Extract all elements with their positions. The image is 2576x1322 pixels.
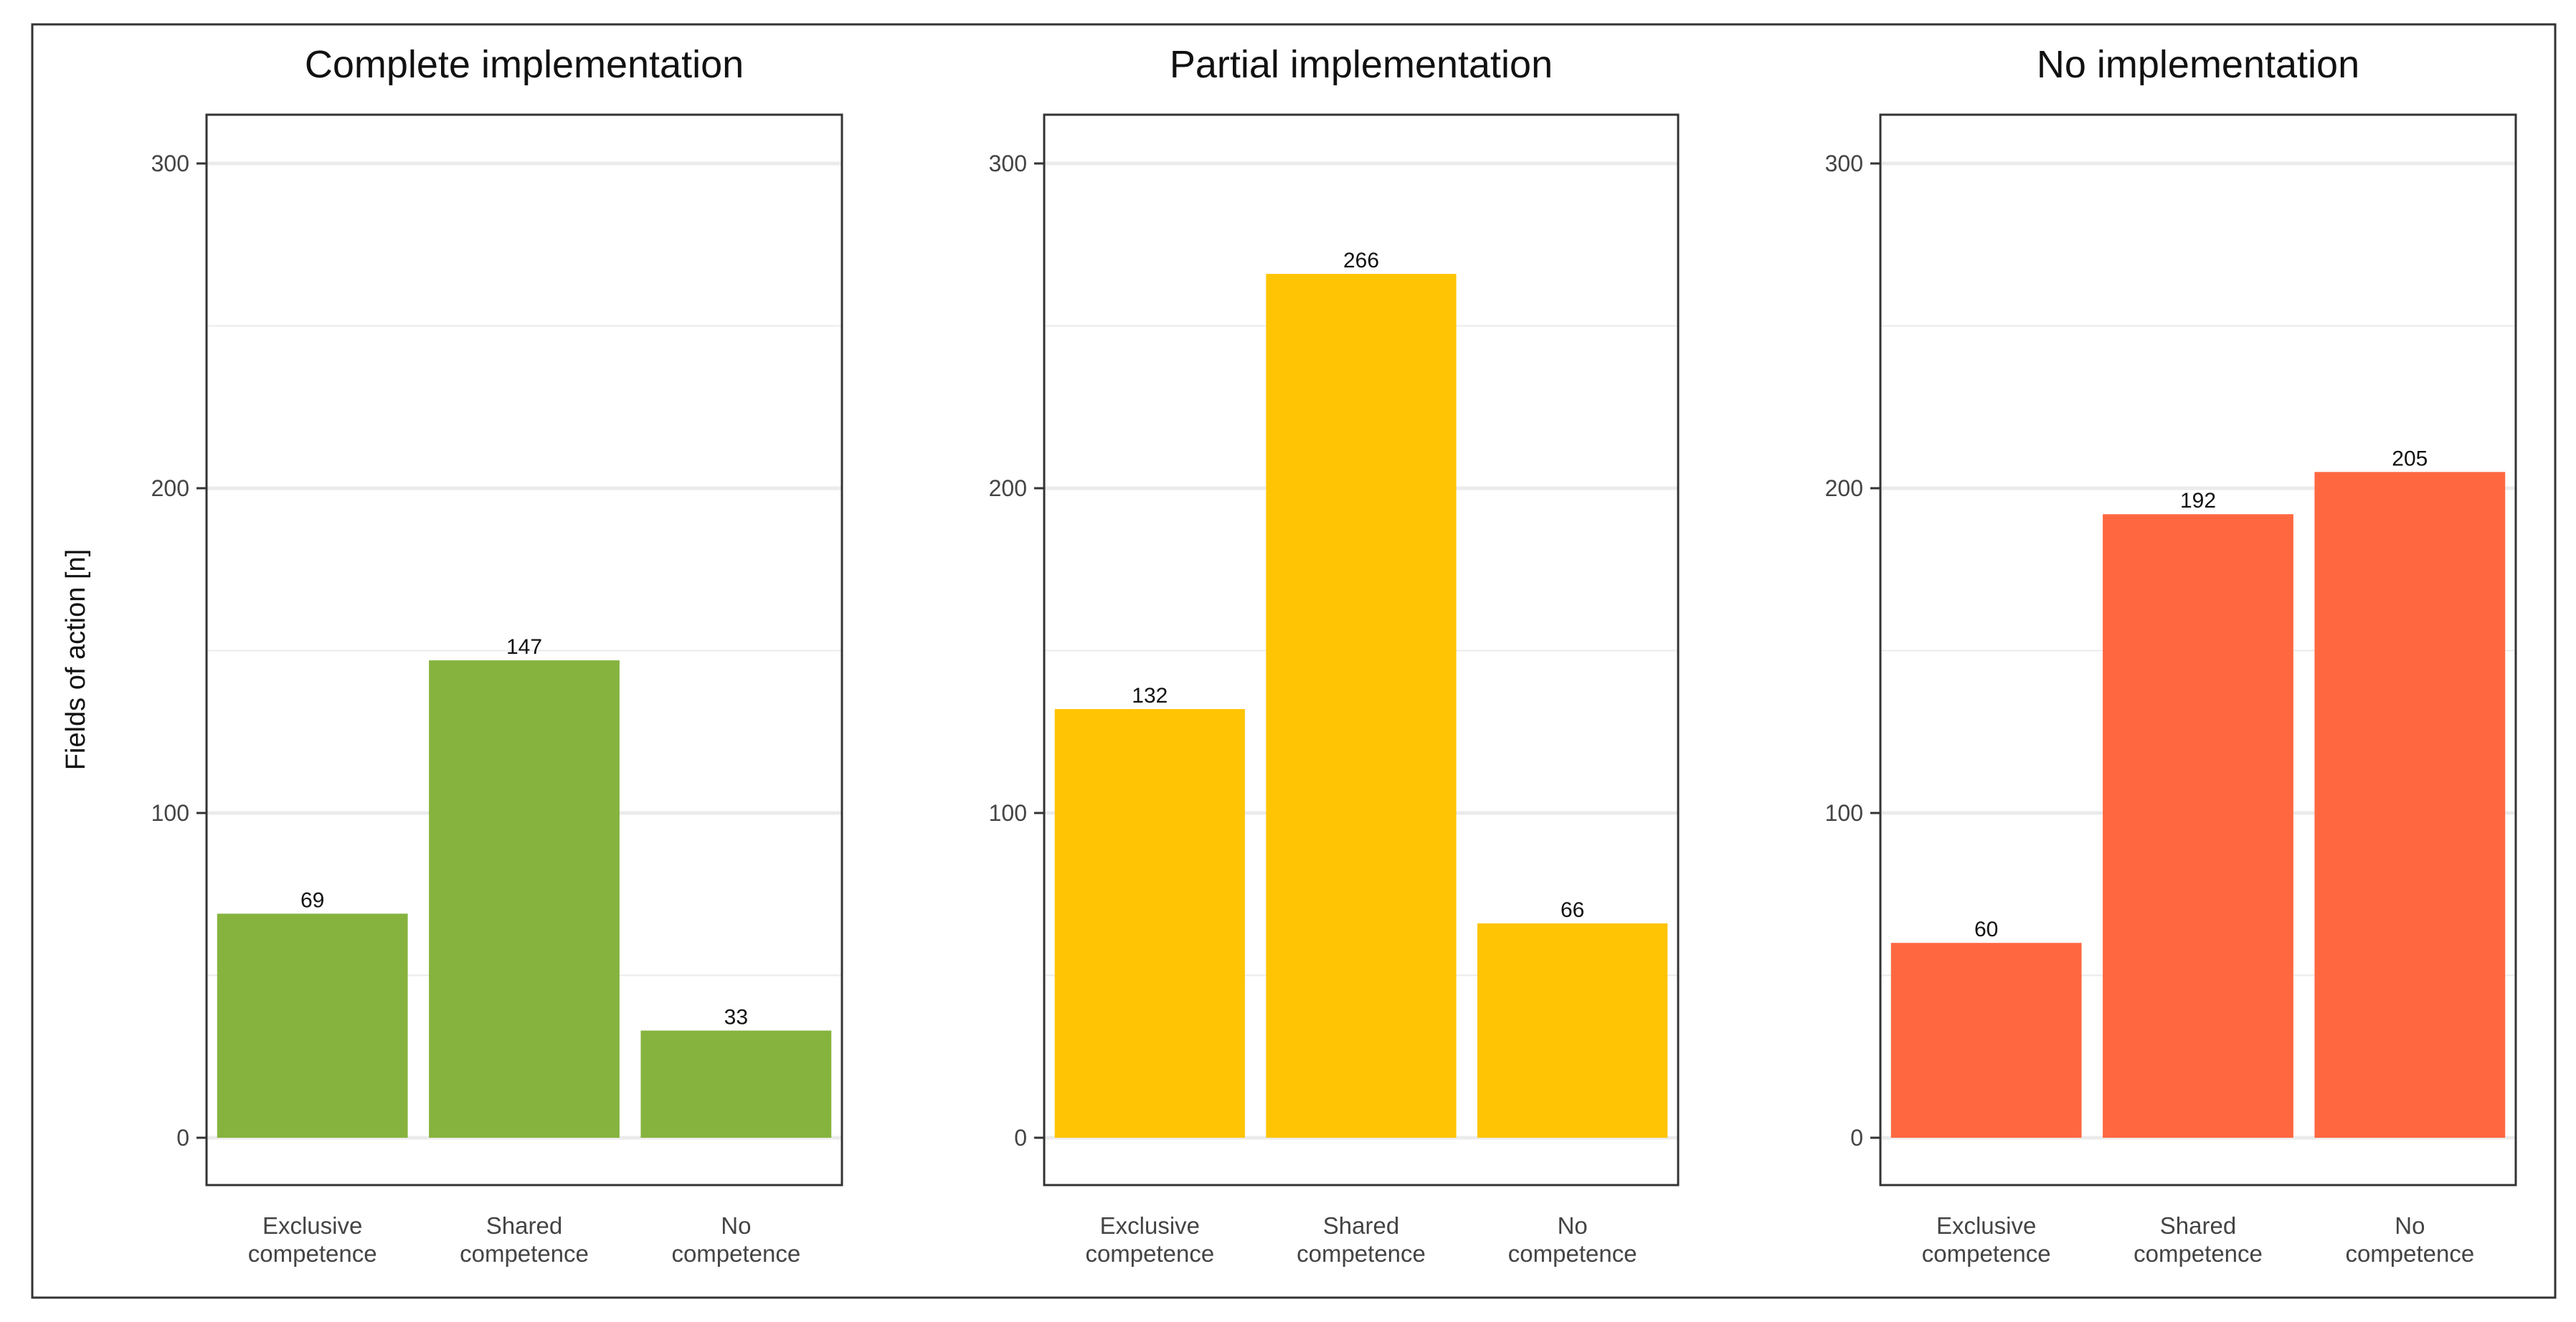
category-label: Shared	[1323, 1212, 1399, 1239]
category-label: No	[721, 1212, 751, 1239]
category-label: competence	[460, 1240, 589, 1267]
bar	[2103, 514, 2293, 1138]
y-tick-label: 300	[151, 151, 189, 176]
y-tick-label: 200	[1825, 475, 1863, 501]
category-label: Shared	[2160, 1212, 2236, 1239]
category-label: competence	[1297, 1240, 1426, 1267]
bar	[2314, 472, 2506, 1138]
panel-title: Complete implementation	[305, 43, 744, 86]
data-label: 266	[1343, 249, 1379, 272]
category-label: competence	[1508, 1240, 1637, 1267]
category-label: competence	[671, 1240, 800, 1267]
category-label: No	[2395, 1212, 2425, 1239]
bar	[640, 1030, 832, 1138]
category-label: Exclusive	[262, 1212, 362, 1239]
category-label: competence	[1085, 1240, 1214, 1267]
category-label: competence	[1922, 1240, 2051, 1267]
y-tick-label: 100	[989, 800, 1027, 826]
panel-3: 60Exclusivecompetence192Sharedcompetence…	[1825, 43, 2517, 1267]
bar	[1266, 274, 1457, 1138]
data-label: 33	[724, 1006, 748, 1029]
y-tick-label: 100	[151, 800, 189, 826]
panel-2: 132Exclusivecompetence266Sharedcompetenc…	[989, 43, 1680, 1267]
bar	[217, 913, 408, 1138]
panel-border	[1879, 113, 2517, 1187]
figure-outer-border	[31, 23, 2557, 1299]
y-tick-label: 0	[1850, 1125, 1863, 1151]
category-label: competence	[248, 1240, 377, 1267]
panel-title: No implementation	[2037, 43, 2359, 86]
panels: 69Exclusivecompetence147Sharedcompetence…	[151, 43, 2517, 1267]
panel-title: Partial implementation	[1170, 43, 1553, 86]
bar	[1477, 923, 1668, 1138]
data-label: 192	[2180, 489, 2216, 513]
data-label: 132	[1132, 684, 1168, 708]
panel-border	[205, 113, 843, 1187]
data-label: 147	[506, 635, 542, 659]
data-label: 60	[1974, 918, 1998, 941]
category-label: competence	[2134, 1240, 2263, 1267]
bar	[429, 660, 620, 1138]
category-label: Exclusive	[1936, 1212, 2036, 1239]
data-label: 205	[2392, 447, 2428, 470]
y-axis-title: Fields of action [n]	[61, 549, 91, 770]
category-label: Shared	[486, 1212, 562, 1239]
y-tick-label: 0	[176, 1125, 189, 1151]
y-tick-label: 100	[1825, 800, 1863, 826]
y-tick-label: 200	[989, 475, 1027, 501]
y-tick-label: 300	[989, 151, 1027, 176]
category-label: Exclusive	[1100, 1212, 1200, 1239]
category-label: No	[1558, 1212, 1588, 1239]
bar	[1890, 943, 2082, 1138]
y-tick-label: 200	[151, 475, 189, 501]
data-label: 69	[300, 888, 324, 912]
panel-1: 69Exclusivecompetence147Sharedcompetence…	[151, 43, 843, 1267]
panel-border	[1043, 113, 1680, 1187]
y-tick-label: 300	[1825, 151, 1863, 176]
y-tick-label: 0	[1014, 1125, 1027, 1151]
bar	[1054, 709, 1245, 1138]
data-label: 66	[1561, 898, 1584, 922]
category-label: competence	[2345, 1240, 2474, 1267]
